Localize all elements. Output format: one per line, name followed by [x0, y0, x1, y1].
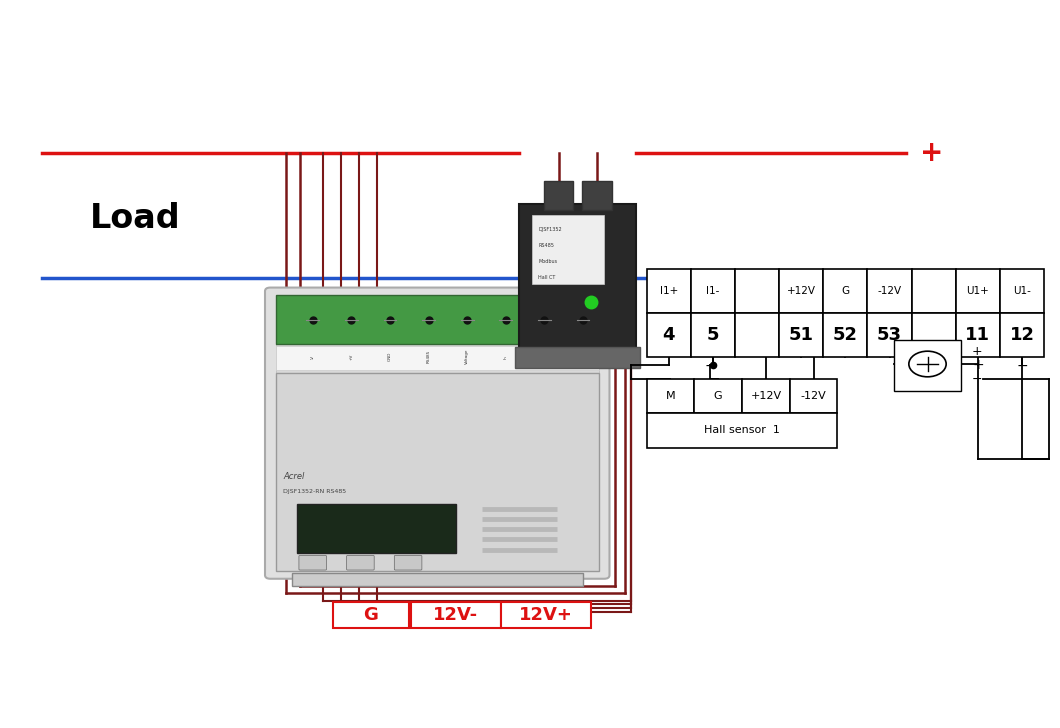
Bar [411, 602, 501, 628]
Text: +12V: +12V [787, 286, 816, 296]
Text: 4: 4 [662, 326, 675, 344]
Text: GND: GND [388, 352, 392, 361]
FancyBboxPatch shape [544, 181, 573, 210]
Bar [647, 379, 694, 413]
Text: Hall sensor  1: Hall sensor 1 [704, 425, 780, 435]
Text: U1-: U1- [1013, 286, 1031, 296]
Bar [647, 413, 837, 448]
Text: Voltage: Voltage [465, 349, 470, 365]
Bar [956, 269, 1000, 313]
FancyBboxPatch shape [582, 181, 612, 210]
Text: Hall CT: Hall CT [538, 275, 555, 280]
Text: M: M [666, 391, 675, 401]
Bar [867, 269, 912, 313]
Text: +12V: +12V [750, 391, 781, 401]
Bar [694, 379, 742, 413]
FancyBboxPatch shape [297, 504, 456, 553]
FancyBboxPatch shape [265, 288, 610, 579]
Text: DJSF1352-RN RS485: DJSF1352-RN RS485 [283, 489, 347, 494]
Text: +V: +V [543, 354, 546, 360]
Text: 12V-: 12V- [434, 606, 478, 624]
Bar [647, 313, 691, 357]
Bar [691, 313, 735, 357]
Text: -12V: -12V [878, 286, 902, 296]
FancyBboxPatch shape [347, 555, 374, 570]
Text: I1-: I1- [706, 286, 720, 296]
FancyBboxPatch shape [532, 215, 604, 284]
FancyBboxPatch shape [276, 373, 599, 571]
Bar [912, 313, 956, 357]
Bar [956, 313, 1000, 357]
Text: I1+: I1+ [659, 286, 677, 296]
Text: RS485: RS485 [538, 243, 554, 248]
Text: 12V+: 12V+ [519, 606, 572, 624]
FancyBboxPatch shape [894, 340, 961, 391]
Bar [824, 269, 867, 313]
Text: -V: -V [311, 355, 315, 359]
Bar [779, 269, 824, 313]
Text: +V: +V [350, 354, 353, 360]
Bar [735, 269, 779, 313]
Text: 5: 5 [707, 326, 719, 344]
Bar [1000, 269, 1044, 313]
Text: -12V: -12V [800, 391, 827, 401]
Text: 11: 11 [966, 326, 990, 344]
FancyBboxPatch shape [299, 555, 326, 570]
Text: +: + [972, 345, 983, 358]
Text: Acrel: Acrel [283, 472, 304, 481]
Bar [867, 313, 912, 357]
Bar [824, 313, 867, 357]
FancyBboxPatch shape [515, 347, 640, 368]
Text: U1+: U1+ [967, 286, 989, 296]
FancyBboxPatch shape [276, 295, 599, 344]
Bar [735, 313, 779, 357]
Text: G: G [713, 391, 723, 401]
Text: Load: Load [90, 202, 180, 235]
Text: +: + [920, 139, 943, 167]
Bar [912, 269, 956, 313]
Text: 51: 51 [789, 326, 814, 344]
Bar [790, 379, 837, 413]
Bar [501, 602, 591, 628]
Text: G: G [364, 606, 378, 624]
Text: Modbus: Modbus [538, 259, 558, 264]
Text: +: + [625, 358, 636, 373]
Text: RS485: RS485 [426, 350, 430, 363]
Bar [647, 269, 691, 313]
Text: DJSF1352: DJSF1352 [538, 227, 562, 232]
Text: 53: 53 [877, 326, 902, 344]
Text: 12: 12 [1009, 326, 1035, 344]
Text: +: + [972, 358, 984, 373]
Text: −: − [920, 264, 943, 292]
Bar [779, 313, 824, 357]
FancyBboxPatch shape [292, 573, 583, 586]
Text: In: In [504, 355, 508, 359]
Bar [1000, 313, 1044, 357]
Bar [333, 602, 409, 628]
Text: -V: -V [581, 355, 585, 359]
Bar [691, 269, 735, 313]
Text: −: − [1017, 358, 1028, 373]
Text: −: − [972, 373, 983, 386]
FancyBboxPatch shape [276, 346, 599, 370]
FancyBboxPatch shape [519, 204, 636, 349]
FancyBboxPatch shape [276, 308, 599, 373]
Bar [742, 379, 790, 413]
Text: G: G [842, 286, 849, 296]
FancyBboxPatch shape [394, 555, 422, 570]
Text: −: − [705, 358, 716, 373]
Text: 52: 52 [833, 326, 858, 344]
